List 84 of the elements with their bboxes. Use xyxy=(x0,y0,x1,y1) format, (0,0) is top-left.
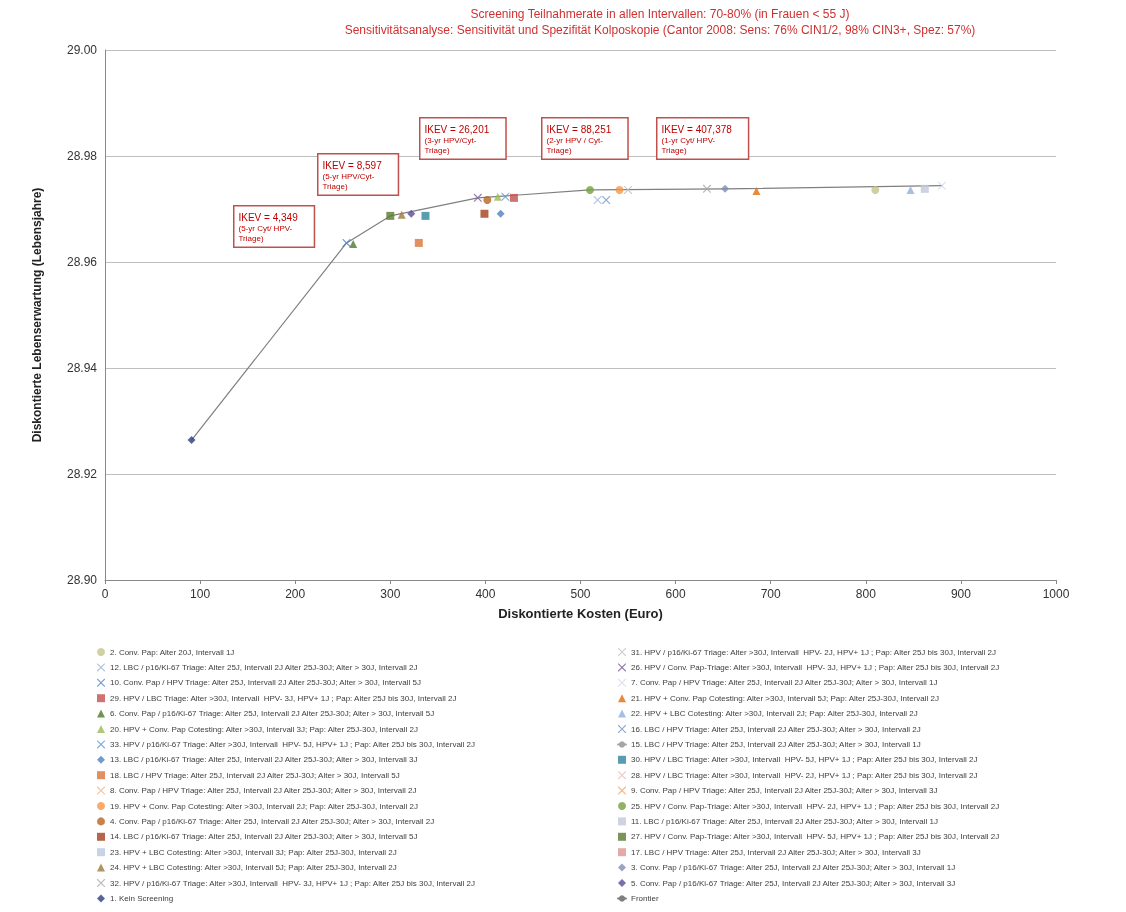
legend-label: 11. LBC / p16/Ki-67 Triage: Alter 25J, Intervall 2J Alter 25J-30J; Alter > 30J, Intervall 1J xyxy=(631,816,938,826)
legend-label: 31. HPV / p16/Ki-67 Triage: Alter >30J, Intervall HPV- 2J, HPV+ 1J ; Pap: Alter 25J bis 30J, Intervall 2J xyxy=(631,647,997,657)
legend-label: 27. HPV / Conv. Pap-Triage: Alter >30J, Intervall HPV- 5J, HPV+ 1J ; Pap: Alter 25J bis 30J, Intervall 2J xyxy=(631,832,1000,842)
legend-label: 28. HPV / LBC Triage: Alter >30J, Intervall HPV- 2J, HPV+ 1J ; Pap: Alter 25J bis 30J, Intervall 2J xyxy=(631,770,978,780)
legend-label: 1. Kein Screening xyxy=(110,893,174,903)
legend-label: 16. LBC / HPV Triage: Alter 25J, Intervall 2J Alter 25J-30J; Alter > 30J, Intervall 2J xyxy=(631,724,921,734)
point xyxy=(586,185,595,194)
y-tick-label: 28.98 xyxy=(66,149,98,163)
y-tick-label: 29.00 xyxy=(66,43,98,57)
annotation: IKEV = 4,349 (5-yr Cyt/ HPV- Triage) xyxy=(238,211,299,243)
legend-label: 29. HPV / LBC Triage: Alter >30J, Intervall HPV- 3J, HPV+ 1J ; Pap: Alter 25J bis 30J, Intervall 2J xyxy=(110,693,457,703)
point xyxy=(721,184,730,193)
point xyxy=(483,195,492,204)
x-tick-label: 500 xyxy=(570,587,591,601)
legend-label: 4. Conv. Pap / p16/Ki-67 Triage: Alter 25J, Intervall 2J Alter 25J-30J; Alter > 30J, Intervall 2J xyxy=(110,816,435,826)
point xyxy=(906,185,915,194)
legend-label: 24. HPV + LBC Cotesting: Alter >30J, Intervall 5J; Pap: Alter 25J-30J, Intervall 2J xyxy=(110,863,397,873)
point xyxy=(593,195,602,204)
x-tick-label: 600 xyxy=(665,587,686,601)
legend-label: 22. HPV + LBC Cotesting: Alter >30J, Intervall 2J; Pap: Alter 25J-30J, Intervall 2J xyxy=(631,709,918,719)
chart-subtitle: Sensitivitätsanalyse: Sensitivität und Spezifität Kolposkopie (Cantor 2008: Sens: 76% CIN1/2, 98% CIN3+, Spez: 57%) xyxy=(344,23,976,37)
y-tick-label: 28.96 xyxy=(66,255,98,269)
x-tick-label: 700 xyxy=(760,587,782,601)
legend-label: 26. HPV / Conv. Pap-Triage: Alter >30J, Intervall HPV- 3J, HPV+ 1J ; Pap: Alter 25J bis 30J, Intervall 2J xyxy=(631,662,1000,672)
point xyxy=(871,185,880,194)
x-tick-label: 400 xyxy=(475,587,496,601)
legend-label: 14. LBC / p16/Ki-67 Triage: Alter 25J, Intervall 2J Alter 25J-30J; Alter > 30J, Intervall 5J xyxy=(110,832,418,842)
legend-label: 12. LBC / p16/Ki-67 Triage: Alter 25J, Intervall 2J Alter 25J-30J; Alter > 30J, Intervall 2J xyxy=(110,662,418,672)
chart-title: Screening Teilnahmerate in allen Intervallen: 70-80% (in Frauen < 55 J) xyxy=(470,7,850,21)
legend-label: 17. LBC / HPV Triage: Alter 25J, Intervall 2J Alter 25J-30J; Alter > 30J, Intervall 3J xyxy=(631,847,921,857)
point xyxy=(496,209,505,218)
legend-label: 32. HPV / p16/Ki-67 Triage: Alter >30J, Intervall HPV- 3J, HPV+ 1J ; Pap: Alter 25J bis 30J, Intervall 2J xyxy=(110,878,476,888)
x-tick-label: 0 xyxy=(101,587,109,601)
legend-label: 20. HPV + Conv. Pap Cotesting: Alter >30J, Intervall 3J; Pap: Alter 25J-30J, Intervall 2J xyxy=(110,724,419,734)
point xyxy=(421,211,430,220)
point xyxy=(937,181,946,190)
x-tick-label: 200 xyxy=(285,587,306,601)
y-tick-label: 28.94 xyxy=(66,361,98,375)
legend-label: 25. HPV / Conv. Pap-Triage: Alter >30J, Intervall HPV- 2J, HPV+ 1J ; Pap: Alter 25J bis 30J, Intervall 2J xyxy=(631,801,1000,811)
legend-label: 7. Conv. Pap / HPV Triage: Alter 25J, Intervall 2J Alter 25J-30J; Alter > 30J, Intervall 1J xyxy=(631,678,938,688)
point xyxy=(397,210,406,219)
legend-label: 13. LBC / p16/Ki-67 Triage: Alter 25J, Intervall 2J Alter 25J-30J; Alter > 30J, Intervall 3J xyxy=(110,755,418,765)
x-tick-label: 800 xyxy=(855,587,877,601)
legend-label: 33. HPV / p16/Ki-67 Triage: Alter >30J, Intervall HPV- 5J, HPV+ 1J ; Pap: Alter 25J bis 30J, Intervall 2J xyxy=(110,739,476,749)
legend-label: 21. HPV + Conv. Pap Cotesting: Alter >30J, Intervall 5J; Pap: Alter 25J-30J, Intervall 2J xyxy=(631,693,940,703)
x-tick-label: 1000 xyxy=(1042,587,1070,601)
legend-label: 3. Conv. Pap / p16/Ki-67 Triage: Alter 25J, Intervall 2J Alter 25J-30J; Alter > 30J, Intervall 1J xyxy=(631,863,956,873)
annotation: IKEV = 407,378 (1-yr Cyt/ HPV- Triage) xyxy=(661,123,733,155)
point xyxy=(386,211,395,220)
point xyxy=(407,209,416,218)
legend-label: 5. Conv. Pap / p16/Ki-67 Triage: Alter 25J, Intervall 2J Alter 25J-30J; Alter > 30J, Intervall 3J xyxy=(631,878,956,888)
annotation: IKEV = 88,251 (2-yr HPV / Cyt- Triage) xyxy=(546,123,612,155)
point xyxy=(480,209,489,218)
x-tick-label: 300 xyxy=(380,587,401,601)
point xyxy=(414,238,423,247)
x-tick-label: 900 xyxy=(950,587,972,601)
legend-label: Frontier xyxy=(631,893,659,903)
point xyxy=(493,192,502,201)
legend-label: 15. LBC / HPV Triage: Alter 25J, Intervall 2J Alter 25J-30J; Alter > 30J, Intervall 1J xyxy=(631,739,921,749)
point xyxy=(349,239,358,248)
legend-label: 10. Conv. Pap / HPV Triage: Alter 25J, Intervall 2J Alter 25J-30J; Alter > 30J, Intervall 5J xyxy=(110,678,421,688)
point xyxy=(501,192,510,201)
y-tick-label: 28.90 xyxy=(66,573,98,587)
point xyxy=(473,193,482,202)
annotation: IKEV = 8,597 (5-yr HPV/Cyt- Triage) xyxy=(322,159,383,191)
legend-label: 18. LBC / HPV Triage: Alter 25J, Intervall 2J Alter 25J-30J; Alter > 30J, Intervall 5J xyxy=(110,770,400,780)
point xyxy=(920,184,929,193)
legend-label: 6. Conv. Pap / p16/Ki-67 Triage: Alter 25J, Intervall 2J Alter 25J-30J; Alter > 30J, Intervall 5J xyxy=(110,709,435,719)
point xyxy=(187,436,196,445)
point xyxy=(752,186,761,195)
point xyxy=(509,193,518,202)
legend-label: 30. HPV / LBC Triage: Alter >30J, Intervall HPV- 5J, HPV+ 1J ; Pap: Alter 25J bis 30J, Intervall 2J xyxy=(631,755,978,765)
legend-label: 19. HPV + Conv. Pap Cotesting: Alter >30J, Intervall 2J; Pap: Alter 25J-30J, Intervall 2J xyxy=(110,801,419,811)
legend-label: 8. Conv. Pap / HPV Triage: Alter 25J, Intervall 2J Alter 25J-30J; Alter > 30J, Intervall 2J xyxy=(110,786,417,796)
x-axis-title: Diskontierte Kosten (Euro) xyxy=(498,606,663,621)
annotation: IKEV = 26,201 (3-yr HPV/Cyt- Triage) xyxy=(424,123,490,155)
point xyxy=(342,238,351,247)
legend-label: 2. Conv. Pap: Alter 20J, Intervall 1J xyxy=(110,647,235,657)
y-tick-label: 28.92 xyxy=(66,467,98,481)
legend-label: 9. Conv. Pap / HPV Triage: Alter 25J, Intervall 2J Alter 25J-30J; Alter > 30J, Intervall 3J xyxy=(631,786,938,796)
legend-label: 23. HPV + LBC Cotesting: Alter >30J, Intervall 3J; Pap: Alter 25J-30J, Intervall 2J xyxy=(110,847,397,857)
x-tick-label: 100 xyxy=(190,587,211,601)
y-axis-title: Diskontierte Lebenserwartung (Lebensjahre) xyxy=(30,187,44,443)
point xyxy=(615,185,624,194)
